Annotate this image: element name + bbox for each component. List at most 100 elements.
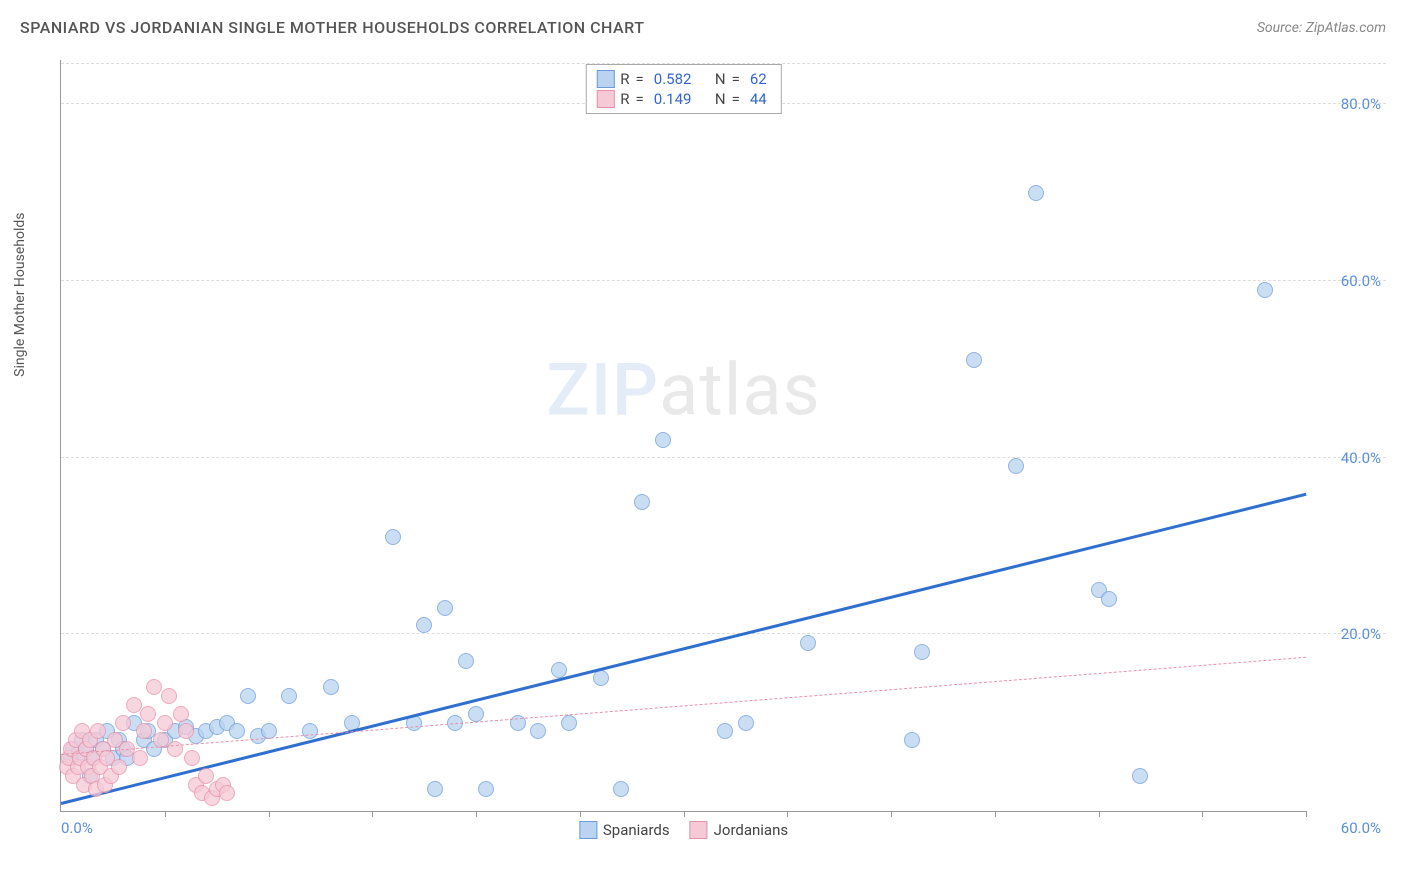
data-point [1257, 282, 1273, 298]
y-tick-label: 40.0% [1341, 449, 1381, 467]
x-tick [891, 811, 892, 817]
data-point [655, 432, 671, 448]
legend-label: Spaniards [603, 821, 670, 839]
data-point [561, 715, 577, 731]
stat-r-label: R [620, 70, 629, 88]
x-tick [684, 811, 685, 817]
x-tick [165, 811, 166, 817]
gridline [61, 280, 1386, 281]
legend-swatch [596, 70, 614, 88]
watermark-atlas: atlas [659, 348, 821, 433]
legend-swatch [596, 90, 614, 108]
x-tick [1306, 811, 1307, 817]
data-point [323, 679, 339, 695]
data-point [136, 723, 152, 739]
data-point [178, 723, 194, 739]
data-point [281, 688, 297, 704]
data-point [302, 723, 318, 739]
y-tick-label: 80.0% [1341, 95, 1381, 113]
trend-line [61, 493, 1307, 805]
x-tick [1099, 811, 1100, 817]
data-point [90, 723, 106, 739]
chart-header: SPANIARD VS JORDANIAN SINGLE MOTHER HOUS… [20, 18, 1386, 37]
data-point [173, 706, 189, 722]
y-tick-label: 60.0% [1341, 272, 1381, 290]
data-point [161, 688, 177, 704]
plot-area: ZIPatlas R=0.582 N=62R=0.149 N=44 0.0% 6… [60, 60, 1306, 812]
stats-row: R = 0.582 N = 62 [596, 69, 770, 89]
data-point [468, 706, 484, 722]
y-tick-label: 20.0% [1341, 625, 1381, 643]
x-tick [269, 811, 270, 817]
stat-eq: = [732, 90, 740, 108]
chart-source: Source: ZipAtlas.com [1257, 20, 1386, 36]
x-tick [476, 811, 477, 817]
data-point [126, 697, 142, 713]
data-point [738, 715, 754, 731]
data-point [146, 679, 162, 695]
data-point [1101, 591, 1117, 607]
data-point [184, 750, 200, 766]
data-point [437, 600, 453, 616]
x-tick [580, 811, 581, 817]
data-point [240, 688, 256, 704]
stat-n-label: N [715, 70, 726, 88]
x-tick [995, 811, 996, 817]
data-point [140, 706, 156, 722]
stat-n-value: 44 [746, 90, 771, 108]
stat-eq: = [636, 70, 644, 88]
data-point [530, 723, 546, 739]
stat-r-value: 0.582 [650, 70, 696, 88]
x-tick [372, 811, 373, 817]
data-point [385, 529, 401, 545]
watermark-zip: ZIP [546, 348, 659, 433]
x-tick [1202, 811, 1203, 817]
legend-swatch [690, 821, 708, 839]
data-point [478, 781, 494, 797]
chart-title: SPANIARD VS JORDANIAN SINGLE MOTHER HOUS… [20, 18, 644, 37]
data-point [914, 644, 930, 660]
y-axis-label: Single Mother Households [12, 213, 28, 377]
data-point [1132, 768, 1148, 784]
x-axis-min-label: 0.0% [61, 819, 93, 837]
legend-item: Spaniards [579, 821, 670, 839]
data-point [634, 494, 650, 510]
data-point [132, 750, 148, 766]
watermark: ZIPatlas [546, 348, 820, 433]
data-point [167, 741, 183, 757]
data-point [1008, 458, 1024, 474]
legend-label: Jordanians [714, 821, 789, 839]
gridline [61, 633, 1386, 634]
stat-n-value: 62 [746, 70, 771, 88]
gridline [61, 457, 1386, 458]
data-point [157, 715, 173, 731]
data-point [458, 653, 474, 669]
stat-r-label: R [620, 90, 629, 108]
data-point [966, 352, 982, 368]
stats-box: R = 0.582 N = 62 R = 0.149 N = 44 [585, 64, 781, 114]
legend-bottom: Spaniards Jordanians [579, 821, 788, 839]
stat-eq: = [636, 90, 644, 108]
trend-line [61, 656, 1306, 754]
x-tick [787, 811, 788, 817]
data-point [717, 723, 733, 739]
stat-eq: = [732, 70, 740, 88]
data-point [593, 670, 609, 686]
data-point [416, 617, 432, 633]
data-point [111, 759, 127, 775]
data-point [229, 723, 245, 739]
data-point [115, 715, 131, 731]
data-point [219, 785, 235, 801]
data-point [427, 781, 443, 797]
stats-row: R = 0.149 N = 44 [596, 89, 770, 109]
data-point [1028, 185, 1044, 201]
x-axis-max-label: 60.0% [1341, 819, 1381, 837]
data-point [551, 662, 567, 678]
data-point [800, 635, 816, 651]
stat-r-value: 0.149 [650, 90, 696, 108]
legend-item: Jordanians [690, 821, 789, 839]
stat-n-label: N [715, 90, 726, 108]
data-point [904, 732, 920, 748]
legend-swatch [579, 821, 597, 839]
data-point [613, 781, 629, 797]
